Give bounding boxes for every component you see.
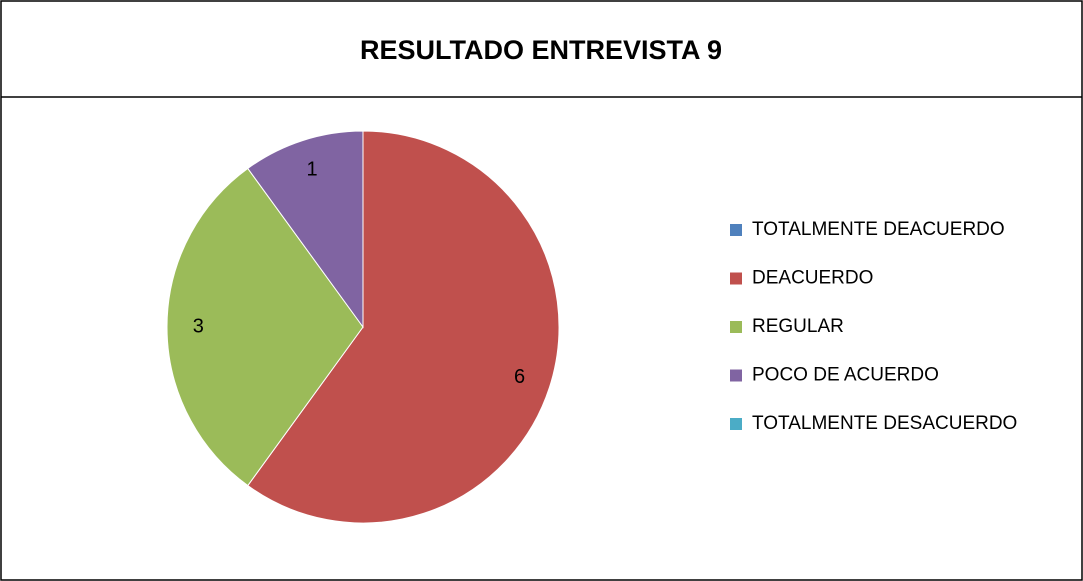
legend-swatch [730,418,742,430]
pie-slice [247,130,364,329]
data-label: 3 [193,315,204,337]
chart-title: RESULTADO ENTREVISTA 9 [360,35,722,65]
legend-label: REGULAR [752,316,844,337]
data-label: 6 [514,366,525,388]
legend-swatch [730,224,742,236]
pie-slice [247,130,560,524]
legend-label: DEACUERDO [752,268,873,289]
legend-label: TOTALMENTE DESACUERDO [752,413,1017,434]
legend-label: TOTALMENTE DEACUERDO [752,219,1005,240]
legend-swatch [730,321,742,333]
legend-swatch [730,272,742,285]
legend-swatch [730,369,742,382]
pie-slice [166,167,364,487]
data-label: 1 [307,159,318,181]
legend-label: POCO DE ACUERDO [752,365,939,386]
